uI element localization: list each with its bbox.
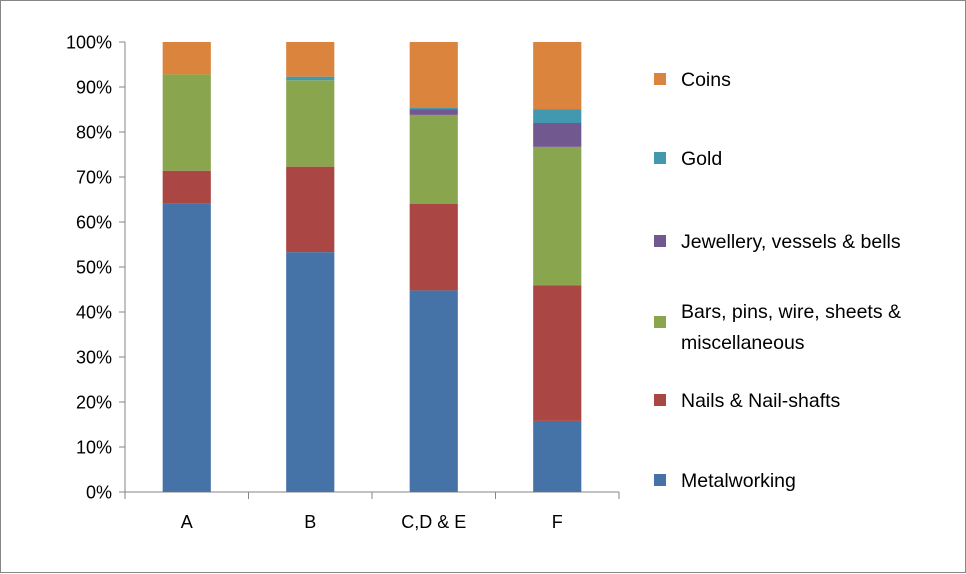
- bar-segment-nails-nail-shafts-a: [162, 170, 211, 204]
- bar-segment-bars-pins-wire-sheets-miscellaneous-f: [533, 146, 582, 286]
- y-tick-label: 80%: [76, 123, 112, 143]
- x-tick-label: B: [304, 512, 316, 532]
- x-tick-labels: A B C,D & E F: [181, 512, 563, 532]
- y-tick-label: 50%: [76, 258, 112, 278]
- bar-segment-metalworking-c-d-e: [409, 290, 458, 492]
- y-tick-label: 60%: [76, 213, 112, 233]
- legend-label: Bars, pins, wire, sheets &: [681, 301, 901, 323]
- y-tick-label: 10%: [76, 438, 112, 458]
- bar-segment-metalworking-b: [286, 252, 335, 492]
- x-tick-label: A: [181, 512, 193, 532]
- legend-swatch-coins: [654, 73, 666, 85]
- y-tick-label: 30%: [76, 348, 112, 368]
- legend-swatch-bars-pins-wire-sheets-miscellaneous: [654, 316, 666, 328]
- legend-label: Coins: [681, 69, 731, 91]
- y-tick-label: 40%: [76, 303, 112, 323]
- y-tick-label: 20%: [76, 393, 112, 413]
- bar-segment-nails-nail-shafts-f: [533, 285, 582, 421]
- bar-segment-coins-a: [162, 42, 211, 75]
- bar-segment-metalworking-a: [162, 203, 211, 492]
- legend-label: Nails & Nail-shafts: [681, 390, 841, 412]
- bar-segment-bars-pins-wire-sheets-miscellaneous-c-d-e: [409, 114, 458, 204]
- x-tick-label: C,D & E: [401, 512, 466, 532]
- bar-segment-gold-c-d-e: [409, 107, 458, 110]
- legend-label: Gold: [681, 148, 722, 170]
- bar-segment-coins-c-d-e: [409, 42, 458, 108]
- legend-label: Jewellery, vessels & bells: [681, 231, 901, 253]
- bar-segment-nails-nail-shafts-c-d-e: [409, 204, 458, 291]
- legend-swatch-gold: [654, 152, 666, 164]
- bar-segment-metalworking-f: [533, 420, 582, 492]
- bar-segment-coins-b: [286, 42, 335, 77]
- bars: [162, 42, 582, 492]
- y-tick-labels: 0% 10% 20% 30% 40% 50% 60% 70% 80% 90% 100%: [66, 33, 112, 503]
- legend-swatch-nails-nail-shafts: [654, 394, 666, 406]
- y-tick-label: 70%: [76, 168, 112, 188]
- legend-swatch-metalworking: [654, 474, 666, 486]
- y-tick-label: 0%: [86, 483, 112, 503]
- bar-segment-jewellery-vessels-bells-c-d-e: [409, 109, 458, 115]
- legend-label: miscellaneous: [681, 332, 805, 354]
- bar-segment-gold-f: [533, 109, 582, 123]
- bar-segment-nails-nail-shafts-b: [286, 166, 335, 253]
- y-tick-label: 100%: [66, 33, 112, 53]
- bar-segment-bars-pins-wire-sheets-miscellaneous-a: [162, 74, 211, 171]
- bar-segment-jewellery-vessels-bells-f: [533, 123, 582, 147]
- legend: Coins Gold Jewellery, vessels & bells Bars,…: [654, 69, 901, 492]
- legend-swatch-jewellery-vessels-bells: [654, 235, 666, 247]
- x-tick-label: F: [552, 512, 563, 532]
- bar-segment-bars-pins-wire-sheets-miscellaneous-b: [286, 80, 335, 167]
- bar-segment-gold-b: [286, 76, 335, 81]
- bar-segment-coins-f: [533, 42, 582, 110]
- legend-label: Metalworking: [681, 470, 796, 492]
- y-tick-label: 90%: [76, 78, 112, 98]
